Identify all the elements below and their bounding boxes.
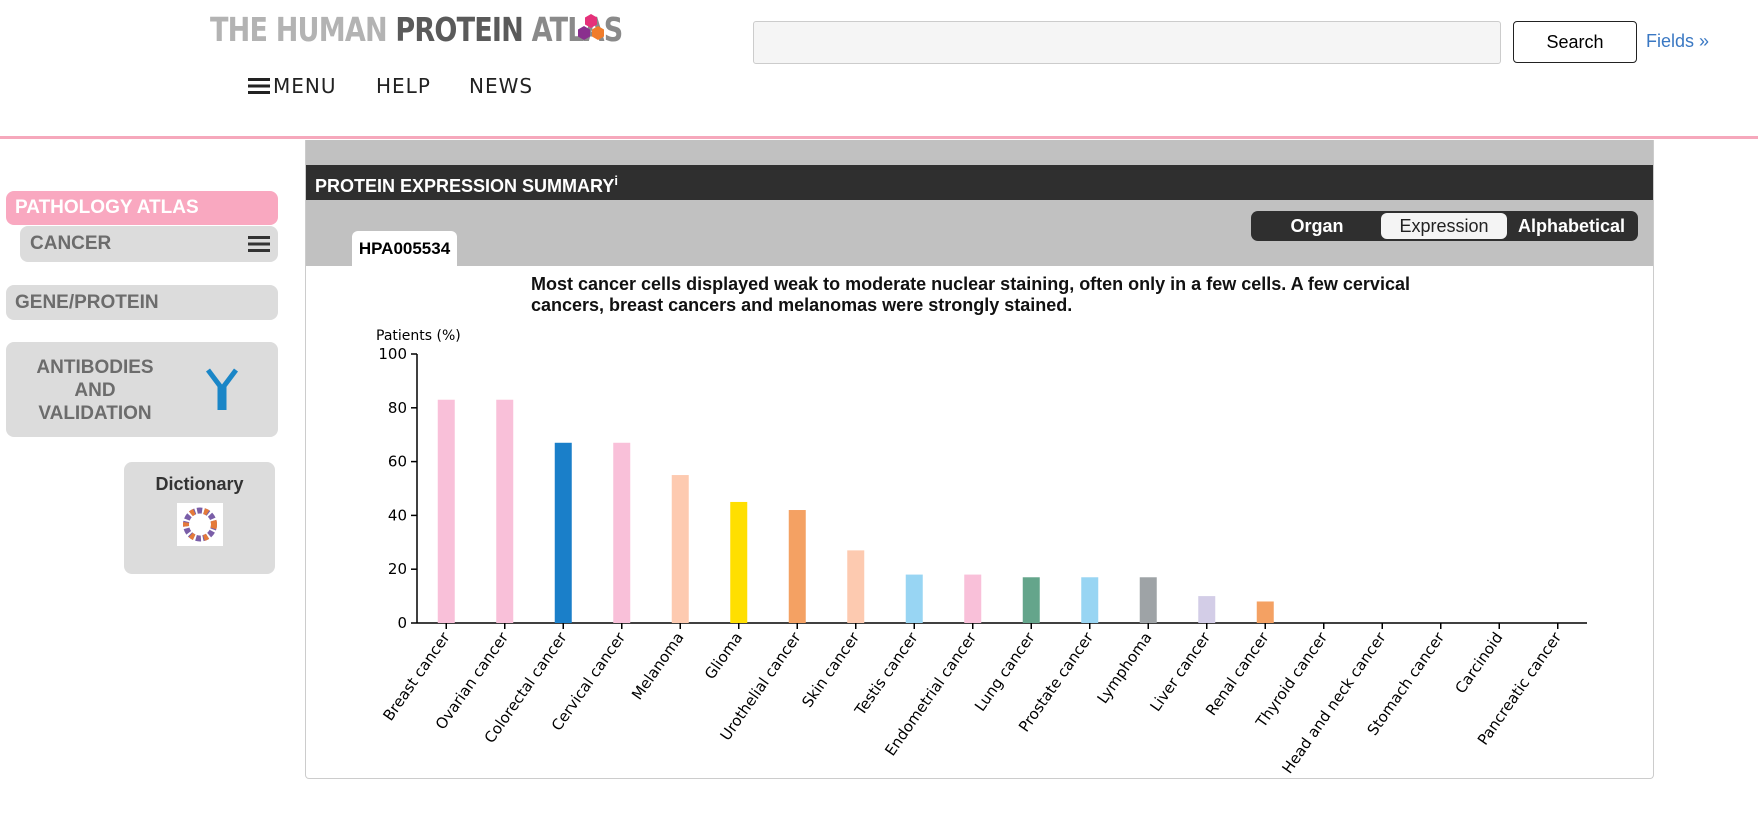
logo-icon bbox=[578, 14, 604, 40]
panel-top bbox=[306, 140, 1653, 165]
toggle: Organ Expression Alphabetical bbox=[1251, 211, 1638, 241]
y-tick-label: 0 bbox=[397, 614, 407, 632]
antibody-icon bbox=[206, 368, 238, 410]
bar bbox=[788, 510, 806, 623]
dictionary-label: Dictionary bbox=[155, 474, 244, 494]
toggle-option[interactable]: Alphabetical bbox=[1517, 215, 1626, 236]
panel-toolbar: HPA005534 Organ Expression Alphabetical bbox=[306, 200, 1653, 266]
gene-protein[interactable]: GENE/PROTEIN bbox=[6, 285, 278, 320]
y-tick-label: 60 bbox=[388, 453, 407, 471]
bar bbox=[1198, 596, 1216, 623]
x-tick-label: Head and neck cancer bbox=[1278, 628, 1390, 777]
x-tick-label: Lymphoma bbox=[1093, 629, 1155, 707]
nav-link[interactable]: NEWS bbox=[469, 74, 534, 98]
bar bbox=[730, 501, 748, 623]
toggle-option[interactable]: Expression bbox=[1381, 213, 1507, 239]
search-button[interactable]: Search bbox=[1513, 21, 1637, 63]
fields-link[interactable]: Fields » bbox=[1646, 31, 1710, 51]
bar bbox=[1022, 577, 1040, 623]
y-axis-label: Patients (%) bbox=[376, 328, 461, 344]
logo-part: THE HUMAN bbox=[210, 10, 388, 49]
menu-icon bbox=[248, 78, 270, 94]
bar bbox=[613, 442, 631, 623]
logo[interactable]: THE HUMAN PROTEIN ATLAS bbox=[210, 10, 624, 49]
nav-link[interactable]: MENU bbox=[273, 74, 337, 98]
tab[interactable]: HPA005534 bbox=[352, 231, 457, 266]
y-tick-label: 40 bbox=[388, 506, 407, 524]
description: Most cancer cells displayed weak to mode… bbox=[531, 274, 1410, 315]
bar bbox=[1256, 601, 1274, 623]
bar bbox=[905, 574, 923, 623]
bar bbox=[554, 442, 572, 623]
x-tick-label: Skin cancer bbox=[798, 628, 863, 710]
bar bbox=[1081, 577, 1099, 623]
y-tick-label: 100 bbox=[378, 345, 407, 363]
menu-icon bbox=[248, 236, 270, 252]
panel: PROTEIN EXPRESSION SUMMARYi HPA005534 Or… bbox=[305, 140, 1654, 779]
cancer[interactable]: CANCER bbox=[20, 226, 278, 262]
x-tick-label: Liver cancer bbox=[1146, 628, 1214, 714]
x-tick-label: Glioma bbox=[701, 629, 746, 683]
antibodies-label: ANTIBODIES AND VALIDATION bbox=[36, 357, 154, 424]
x-tick-label: Lung cancer bbox=[971, 628, 1039, 714]
bar bbox=[847, 550, 865, 623]
dictionary[interactable]: Dictionary bbox=[124, 462, 275, 574]
x-tick-label: Carcinoid bbox=[1451, 629, 1506, 697]
logo-part: ATLAS bbox=[531, 10, 624, 49]
divider bbox=[0, 136, 1758, 139]
bar bbox=[496, 399, 514, 623]
dictionary-icon bbox=[176, 503, 223, 546]
y-tick-label: 20 bbox=[388, 560, 407, 578]
pathology-atlas[interactable]: PATHOLOGY ATLAS bbox=[6, 191, 278, 225]
y-tick-label: 80 bbox=[388, 399, 407, 417]
title-text: PROTEIN EXPRESSION SUMMARY bbox=[315, 176, 615, 196]
x-tick-label: Melanoma bbox=[628, 629, 688, 703]
info[interactable]: i bbox=[614, 173, 618, 188]
panel-title: PROTEIN EXPRESSION SUMMARYi bbox=[306, 165, 1653, 200]
bar bbox=[964, 574, 982, 623]
toggle-option[interactable]: Organ bbox=[1290, 215, 1344, 236]
antibodies[interactable]: ANTIBODIES AND VALIDATION bbox=[6, 342, 278, 437]
nav-link[interactable]: HELP bbox=[376, 74, 431, 98]
search-input[interactable] bbox=[753, 21, 1501, 64]
cancer-label: CANCER bbox=[30, 233, 112, 254]
bar bbox=[671, 475, 689, 623]
bar bbox=[437, 399, 455, 623]
bar bbox=[1139, 577, 1157, 623]
logo-part: PROTEIN bbox=[395, 10, 523, 49]
